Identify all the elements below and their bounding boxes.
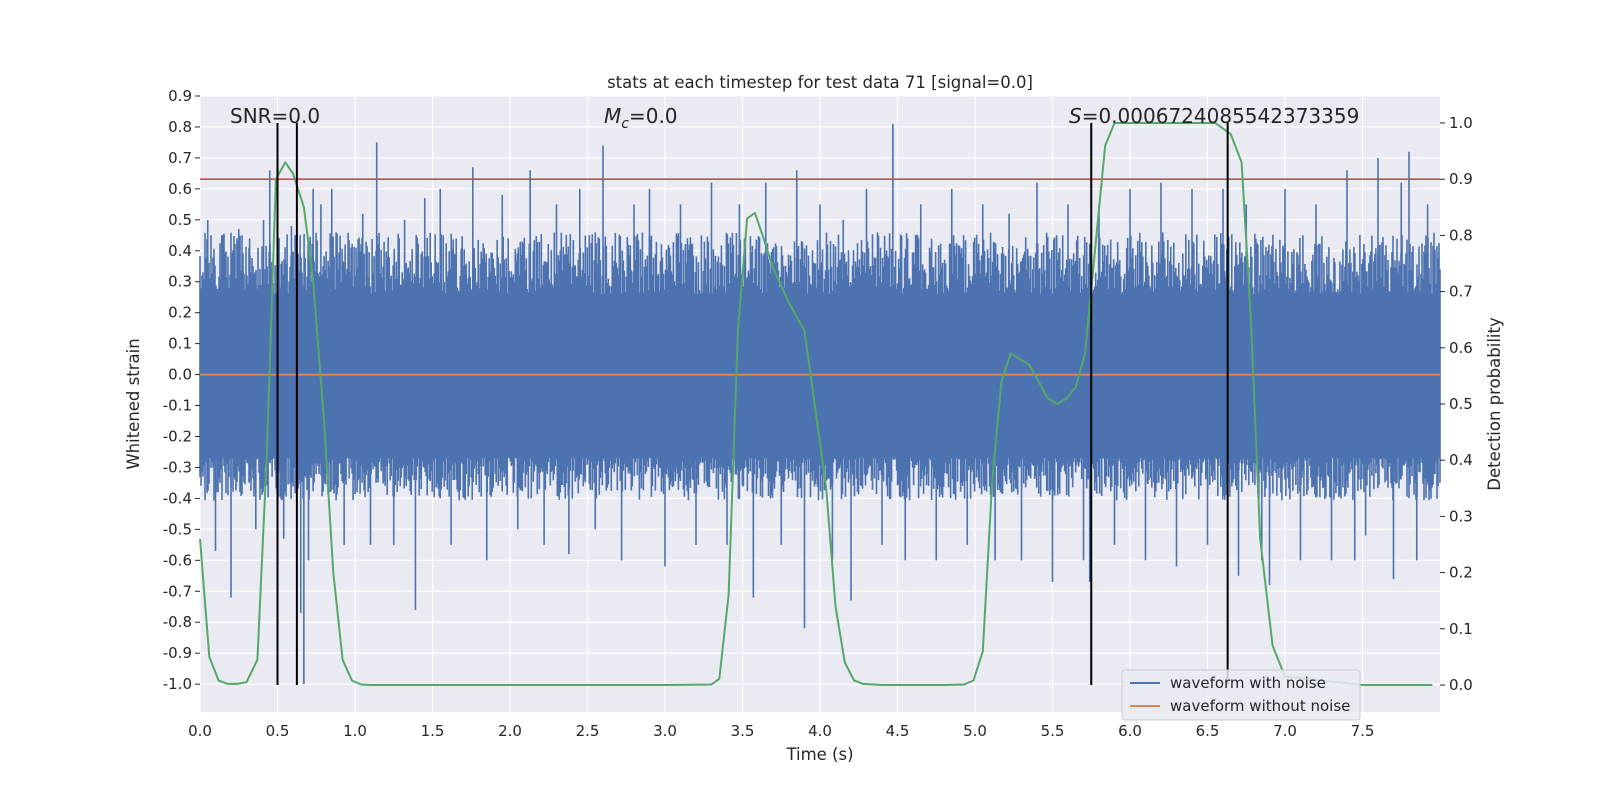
x-tick-label: 4.0 bbox=[808, 722, 832, 740]
annotation-chirp-mass-value: =0.0 bbox=[629, 104, 678, 128]
y-tick-label: -0.9 bbox=[163, 644, 192, 662]
y-axis-label: Whitened strain bbox=[124, 338, 143, 469]
y-tick-label: -0.5 bbox=[163, 520, 192, 538]
y-tick-label: 0.3 bbox=[168, 273, 192, 291]
y2-tick-label: 0.4 bbox=[1449, 451, 1473, 469]
y-tick-label: -0.4 bbox=[163, 489, 192, 507]
x-tick-label: 2.5 bbox=[576, 722, 600, 740]
detection-probability-line bbox=[199, 122, 1433, 686]
y2-tick-label: 1.0 bbox=[1449, 114, 1473, 132]
annotation-chirp-mass-symbol: M bbox=[604, 104, 621, 128]
annotation-chirp-mass: Mc=0.0 bbox=[604, 104, 678, 132]
axis-ticks: 0.0 0.5 1.0 1.5 2.0 2.5 3.0 3.5 4.0 4.5 5.0 5.5 6.0 6… bbox=[163, 87, 1473, 740]
y-tick-label: 0.9 bbox=[168, 87, 192, 105]
y-tick-label: 0.0 bbox=[168, 366, 192, 384]
y-tick-label: -0.6 bbox=[163, 551, 192, 569]
y2-tick-label: 0.2 bbox=[1449, 564, 1473, 582]
vertical-markers bbox=[276, 122, 1229, 686]
x-tick-label: 4.5 bbox=[886, 722, 910, 740]
x-tick-label: 5.5 bbox=[1041, 722, 1065, 740]
y-tick-label: -0.7 bbox=[163, 582, 192, 600]
legend-box bbox=[1121, 669, 1361, 721]
x-tick-label: 7.0 bbox=[1273, 722, 1297, 740]
y-tick-label: 0.4 bbox=[168, 242, 192, 260]
x-tick-label: 2.0 bbox=[498, 722, 522, 740]
y2-tick-label: 0.0 bbox=[1449, 676, 1473, 694]
x-tick-label: 3.0 bbox=[653, 722, 677, 740]
y2-tick-label: 0.5 bbox=[1449, 395, 1473, 413]
y-tick-label: 0.5 bbox=[168, 211, 192, 229]
x-tick-label: 3.5 bbox=[731, 722, 755, 740]
y2-tick-label: 0.3 bbox=[1449, 507, 1473, 525]
y-tick-label: -1.0 bbox=[163, 675, 192, 693]
y2-tick-label: 0.6 bbox=[1449, 339, 1473, 357]
y-tick-label: 0.8 bbox=[168, 118, 192, 136]
y-tick-label: -0.2 bbox=[163, 428, 192, 446]
x-tick-label: 0.5 bbox=[266, 722, 290, 740]
x-tick-label: 5.0 bbox=[963, 722, 987, 740]
x-tick-label: 1.0 bbox=[343, 722, 367, 740]
annotation-chirp-mass-subscript: c bbox=[621, 116, 629, 132]
x-tick-label: 6.0 bbox=[1118, 722, 1142, 740]
annotation-s-symbol: S bbox=[1069, 104, 1082, 128]
chart-title: stats at each timestep for test data 71 … bbox=[607, 73, 1033, 92]
y-tick-label: 0.1 bbox=[168, 335, 192, 353]
y2-tick-label: 0.7 bbox=[1449, 283, 1473, 301]
x-tick-label: 0.0 bbox=[188, 722, 212, 740]
series-waveform-with-noise bbox=[199, 123, 1441, 685]
x-tick-label: 7.5 bbox=[1351, 722, 1375, 740]
y-tick-label: -0.8 bbox=[163, 613, 192, 631]
annotation-s: S=0.0006724085542373359 bbox=[1069, 104, 1359, 128]
y-tick-label: 0.2 bbox=[168, 304, 192, 322]
series-detection-probability bbox=[199, 122, 1433, 686]
legend-label-clean: waveform without noise bbox=[1170, 697, 1350, 715]
y-tick-label: -0.1 bbox=[163, 397, 192, 415]
x-tick-label: 1.5 bbox=[421, 722, 445, 740]
y2-axis-label: Detection probability bbox=[1485, 317, 1504, 491]
y2-tick-label: 0.9 bbox=[1449, 170, 1473, 188]
annotation-snr: SNR=0.0 bbox=[230, 104, 320, 128]
y2-tick-label: 0.1 bbox=[1449, 620, 1473, 638]
reference-lines bbox=[200, 178, 1440, 376]
y-tick-label: 0.6 bbox=[168, 180, 192, 198]
y-tick-label: 0.7 bbox=[168, 149, 192, 167]
legend-label-noise: waveform with noise bbox=[1170, 674, 1326, 692]
y2-tick-label: 0.8 bbox=[1449, 226, 1473, 244]
y-tick-label: -0.3 bbox=[163, 458, 192, 476]
annotation-s-value: =0.0006724085542373359 bbox=[1082, 104, 1360, 128]
x-axis-label: Time (s) bbox=[785, 745, 853, 764]
x-tick-label: 6.5 bbox=[1196, 722, 1220, 740]
legend: waveform with noise waveform without noi… bbox=[1121, 669, 1361, 721]
